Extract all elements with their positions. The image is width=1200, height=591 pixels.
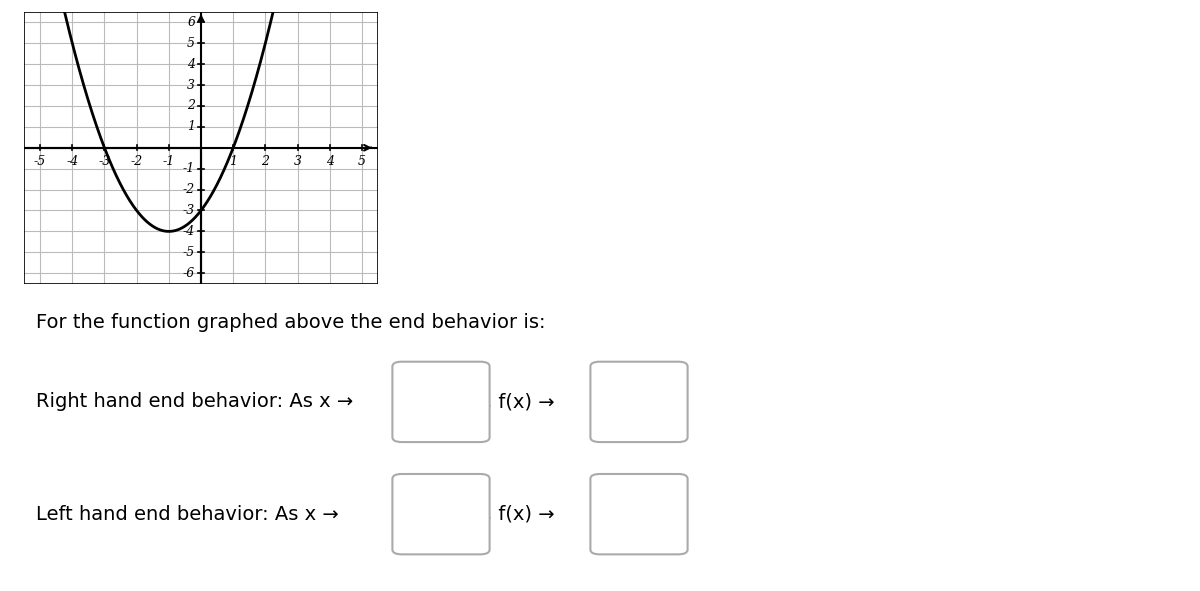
Text: 5: 5 — [187, 37, 196, 50]
Text: 2: 2 — [262, 155, 269, 168]
Text: Left hand end behavior: As x →: Left hand end behavior: As x → — [36, 505, 338, 524]
Text: -3: -3 — [182, 204, 196, 217]
Text: 1: 1 — [229, 155, 238, 168]
Text: , f(x) →: , f(x) → — [486, 392, 554, 411]
Text: -4: -4 — [66, 155, 78, 168]
Text: -2: -2 — [182, 183, 196, 196]
Text: 4: 4 — [325, 155, 334, 168]
Text: 4: 4 — [187, 57, 196, 70]
Text: 2: 2 — [187, 99, 196, 112]
Text: 6: 6 — [187, 16, 196, 29]
Text: -5: -5 — [182, 246, 196, 259]
Text: , f(x) →: , f(x) → — [486, 505, 554, 524]
Text: For the function graphed above the end behavior is:: For the function graphed above the end b… — [36, 313, 546, 332]
Text: 5: 5 — [358, 155, 366, 168]
Text: 3: 3 — [187, 79, 196, 92]
Text: 3: 3 — [294, 155, 301, 168]
Text: -4: -4 — [182, 225, 196, 238]
Text: Right hand end behavior: As x →: Right hand end behavior: As x → — [36, 392, 353, 411]
Text: -3: -3 — [98, 155, 110, 168]
Text: 1: 1 — [187, 121, 196, 134]
Text: -5: -5 — [34, 155, 47, 168]
Text: -1: -1 — [182, 162, 196, 175]
Text: -1: -1 — [163, 155, 175, 168]
Text: -6: -6 — [182, 267, 196, 280]
Text: -2: -2 — [131, 155, 143, 168]
